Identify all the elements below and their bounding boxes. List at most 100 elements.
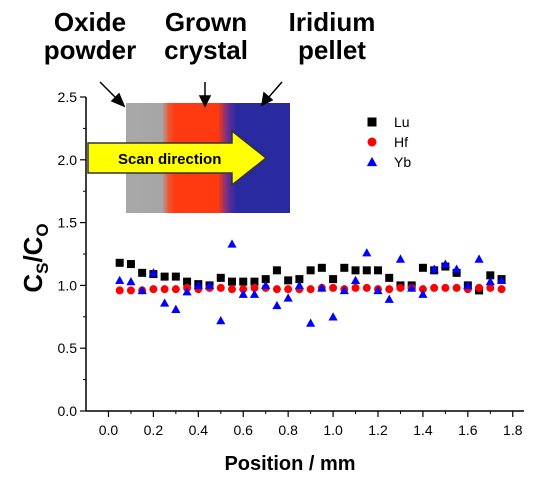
hf-point <box>306 285 315 294</box>
data-marks <box>115 239 507 327</box>
yb-point <box>137 285 147 295</box>
hf-point <box>160 285 169 294</box>
y-axis-label-part: C <box>18 274 48 293</box>
yb-point <box>496 275 507 285</box>
crystal-pointer-head <box>198 95 212 108</box>
hf-point <box>126 286 135 295</box>
y-tick-label: 0.5 <box>58 340 78 356</box>
y-axis-label-part: /C <box>18 236 48 262</box>
lu-point <box>261 275 270 284</box>
oxide-powder-line1: Oxide <box>53 7 127 37</box>
legend-label-lu: Lu <box>394 114 410 130</box>
label-pointers <box>99 81 283 108</box>
hf-point <box>441 283 450 292</box>
lu-point <box>295 275 304 284</box>
hf-point <box>250 283 259 292</box>
lu-point <box>183 277 192 286</box>
yb-point <box>418 289 428 298</box>
y-tick-label: 0.0 <box>58 403 78 419</box>
x-tick-label: 0.4 <box>189 422 209 438</box>
lu-point <box>138 268 147 277</box>
yb-point <box>306 318 316 327</box>
hf-point <box>362 283 371 292</box>
x-tick-label: 1.6 <box>458 422 478 438</box>
lu-point <box>126 260 135 269</box>
x-tick-label: 0.2 <box>144 422 164 438</box>
yb-point <box>126 277 136 286</box>
legend-marker-hf <box>367 137 377 147</box>
yb-point <box>407 283 417 292</box>
lu-point <box>250 277 259 286</box>
legend-marker-lu <box>367 117 377 127</box>
lu-point <box>272 266 281 275</box>
iridium-pellet-line1: Iridium <box>288 7 376 37</box>
iridium-pellet-label: Iridium pellet <box>272 8 392 64</box>
yb-point <box>249 289 260 298</box>
yb-point <box>261 280 271 290</box>
inset-image: Scan direction <box>87 103 290 213</box>
yb-point <box>204 280 215 290</box>
oxide-powder-label: Oxide powder <box>30 8 150 64</box>
scan-direction-label: Scan direction <box>118 151 221 168</box>
hf-point <box>385 285 394 294</box>
yb-point <box>463 280 473 290</box>
hf-point <box>329 283 338 292</box>
yb-point <box>160 298 170 307</box>
yb-point <box>182 287 192 296</box>
legend: Lu Hf Yb <box>366 114 411 170</box>
grown-crystal-label: Grown crystal <box>150 8 262 64</box>
yb-point <box>171 304 181 313</box>
yb-point <box>339 285 349 295</box>
lu-point <box>486 271 495 280</box>
legend-label-hf: Hf <box>394 134 408 150</box>
x-tick-label: 0.0 <box>99 422 119 438</box>
oxide-pointer-head <box>110 92 126 108</box>
y-tick-label: 2.5 <box>58 89 78 105</box>
hf-point <box>486 283 495 292</box>
lu-point <box>284 276 293 285</box>
yb-point <box>115 275 125 285</box>
yb-point <box>328 312 338 321</box>
x-tick-label: 1.2 <box>368 422 388 438</box>
yb-point <box>216 315 226 325</box>
yb-point <box>373 285 383 295</box>
scan-direction-arrow <box>87 129 268 187</box>
iridium-pellet-line2: pellet <box>298 35 366 65</box>
yb-point <box>350 275 361 285</box>
lu-point <box>418 263 427 272</box>
iridium-pointer-line <box>267 81 283 99</box>
yb-point <box>452 264 462 273</box>
series-yb <box>115 239 507 327</box>
lu-point <box>385 273 394 282</box>
yb-point <box>272 300 282 310</box>
yb-point <box>395 254 406 263</box>
hf-point <box>475 283 484 292</box>
y-axis-label-part: O <box>33 223 52 236</box>
iridium-pointer-head <box>261 91 274 107</box>
lu-point <box>228 277 236 286</box>
lu-point <box>340 263 349 272</box>
hf-point <box>430 283 439 292</box>
hf-point <box>272 285 281 294</box>
lu-point <box>216 273 225 282</box>
hf-point <box>418 285 427 294</box>
hf-point <box>171 285 180 294</box>
yb-point <box>193 280 203 290</box>
yb-point <box>238 289 248 298</box>
yb-point <box>429 264 439 273</box>
yb-point <box>384 294 394 303</box>
yb-point <box>440 259 450 268</box>
x-tick-label: 0.6 <box>233 422 253 438</box>
yb-point <box>294 280 304 290</box>
y-tick-label: 1.5 <box>58 215 78 231</box>
hf-point <box>149 285 158 294</box>
yb-point <box>148 268 158 277</box>
lu-point <box>317 263 326 272</box>
lu-point <box>351 266 360 275</box>
lu-point <box>171 272 180 281</box>
hf-point <box>228 285 236 294</box>
series-hf <box>115 283 506 295</box>
yb-point <box>485 277 495 286</box>
hf-point <box>284 285 293 294</box>
